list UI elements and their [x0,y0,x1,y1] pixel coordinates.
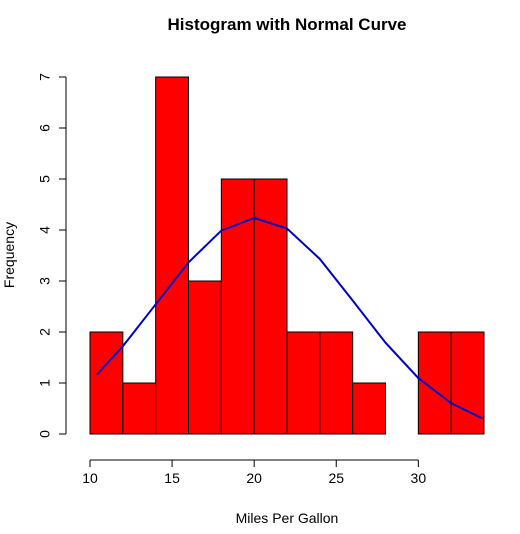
x-axis-label: Miles Per Gallon [236,510,339,526]
y-tick-label: 1 [37,379,53,387]
y-tick-label: 2 [37,328,53,336]
x-tick-label: 10 [82,470,98,486]
bar [286,331,321,435]
normal-curve [95,216,483,420]
y-tick-label: 0 [37,430,53,438]
bar [319,331,354,435]
y-tick-label: 7 [37,73,53,81]
bar [450,331,485,435]
x-tick-label: 25 [328,470,344,486]
bar [122,382,157,435]
bar [155,76,190,435]
bar [188,280,222,435]
x-tick-label: 15 [164,470,180,486]
bar [253,178,288,435]
y-tick-label: 5 [37,175,53,183]
bar [220,178,255,435]
y-tick-label: 3 [37,277,53,285]
y-tick-label: 4 [37,226,53,234]
x-tick-label: 30 [411,470,427,486]
bar [352,382,386,435]
bar [89,331,124,435]
y-axis-label: Frequency [1,222,17,288]
x-tick-label: 20 [246,470,262,486]
y-tick-label: 6 [37,124,53,132]
chart-title: Histogram with Normal Curve [168,15,407,34]
